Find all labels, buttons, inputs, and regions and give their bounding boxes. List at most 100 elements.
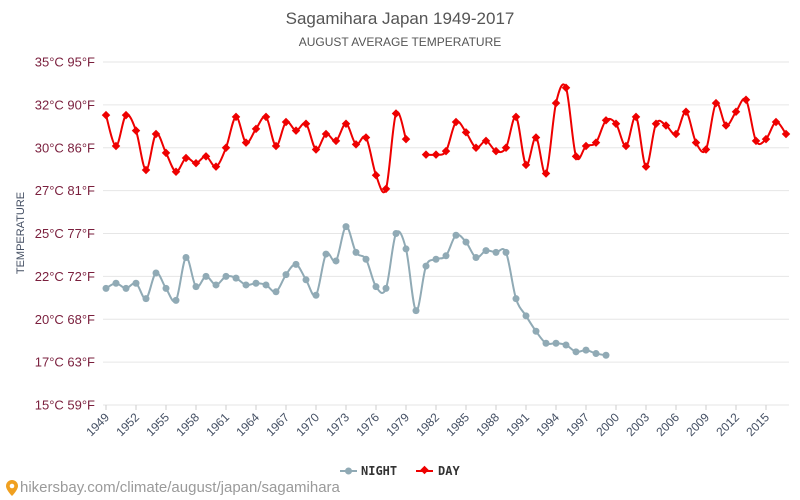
night-point: [592, 350, 600, 358]
night-point: [252, 279, 260, 287]
night-point: [352, 248, 360, 256]
y-axis-label: TEMPERATURE: [15, 192, 27, 274]
night-point: [392, 230, 400, 237]
legend-item-night[interactable]: NIGHT: [340, 464, 397, 478]
y-tick-label: 20°C 68°F: [35, 312, 95, 327]
x-tick-label: 1970: [293, 410, 322, 439]
x-axis-ticks: 1949 1952 1955 1958 1961 1964 1967 1970 1973 1976…: [83, 405, 772, 439]
y-tick-label: 17°C 63°F: [35, 355, 95, 370]
y-tick-label: 30°C 86°F: [35, 140, 95, 155]
day-point: [461, 128, 471, 137]
night-point: [282, 271, 290, 279]
night-line: [105, 225, 607, 357]
night-point: [512, 295, 520, 303]
day-line: [425, 83, 787, 175]
night-point: [572, 348, 580, 356]
y-tick-label: 27°C 81°F: [35, 183, 95, 198]
x-tick-label: 1979: [383, 410, 412, 439]
day-point: [671, 129, 681, 139]
day-point: [121, 110, 131, 120]
night-point: [452, 231, 460, 239]
source-link[interactable]: hikersbay.com/climate/august/japan/sagam…: [6, 479, 340, 496]
series-night: [102, 223, 610, 359]
y-tick-label: 15°C 59°F: [35, 398, 95, 413]
x-tick-label: 2012: [713, 410, 742, 439]
x-tick-label: 1952: [113, 410, 142, 439]
day-point: [691, 138, 701, 147]
x-tick-label: 2006: [653, 410, 682, 439]
night-point: [382, 284, 390, 292]
day-point: [491, 146, 501, 156]
night-point: [332, 257, 340, 265]
night-point: [532, 327, 540, 335]
night-point: [372, 283, 380, 291]
night-point: [422, 262, 430, 270]
day-point: [181, 153, 191, 163]
day-point: [281, 117, 291, 127]
x-tick-label: 1982: [413, 410, 442, 439]
day-point: [251, 124, 261, 134]
night-point: [442, 252, 450, 260]
day-point: [371, 170, 381, 180]
day-point: [421, 150, 431, 159]
legend: NIGHT DAY: [340, 464, 460, 478]
day-point: [391, 109, 401, 118]
night-point: [492, 248, 500, 256]
y-tick-label: 22°C 72°F: [35, 269, 95, 284]
day-point: [201, 152, 211, 161]
night-point: [202, 272, 210, 280]
x-tick-label: 1994: [533, 410, 562, 439]
night-point: [322, 250, 330, 258]
x-tick-label: 1988: [473, 410, 502, 439]
night-point: [212, 281, 220, 289]
x-tick-label: 1955: [143, 410, 172, 439]
day-point: [241, 138, 251, 147]
x-tick-label: 1997: [563, 410, 592, 439]
night-point: [542, 339, 550, 347]
day-point: [641, 162, 651, 171]
day-point: [431, 150, 441, 159]
night-point: [432, 255, 440, 263]
night-point: [412, 307, 420, 315]
day-point: [221, 143, 231, 152]
day-point: [351, 140, 361, 149]
night-point: [302, 276, 310, 284]
night-point: [172, 296, 180, 304]
night-point: [182, 254, 190, 262]
day-point: [471, 143, 481, 152]
day-point: [361, 133, 371, 142]
night-point: [502, 248, 510, 256]
day-point: [341, 119, 351, 128]
night-point: [132, 279, 140, 287]
x-tick-label: 1967: [263, 410, 292, 439]
x-tick-label: 1973: [323, 410, 352, 439]
day-point: [271, 141, 281, 151]
day-point: [311, 145, 321, 154]
day-point: [301, 119, 311, 128]
night-point: [552, 339, 560, 347]
night-point: [272, 288, 280, 296]
day-point: [111, 141, 121, 151]
day-point: [551, 98, 561, 108]
day-point: [131, 126, 141, 135]
day-point: [161, 148, 171, 158]
night-point: [312, 291, 320, 299]
y-axis-ticks: 15°C 59°F 17°C 63°F 20°C 68°F 22°C 72°F 25°C…: [35, 55, 95, 413]
night-point: [232, 274, 240, 282]
y-tick-label: 25°C 77°F: [35, 226, 95, 241]
night-point: [122, 284, 130, 292]
day-point: [441, 146, 451, 156]
night-point: [602, 351, 610, 359]
legend-item-day[interactable]: DAY: [416, 464, 460, 478]
legend-night-label: NIGHT: [361, 464, 397, 478]
night-point: [292, 260, 300, 268]
night-point: [362, 255, 370, 263]
night-point: [342, 223, 350, 231]
legend-day-marker: [420, 465, 429, 475]
night-point: [262, 281, 270, 289]
night-point: [522, 312, 530, 320]
x-tick-label: 2009: [683, 410, 712, 439]
night-point: [582, 346, 590, 354]
night-point: [162, 284, 170, 292]
legend-night-marker: [345, 467, 352, 475]
